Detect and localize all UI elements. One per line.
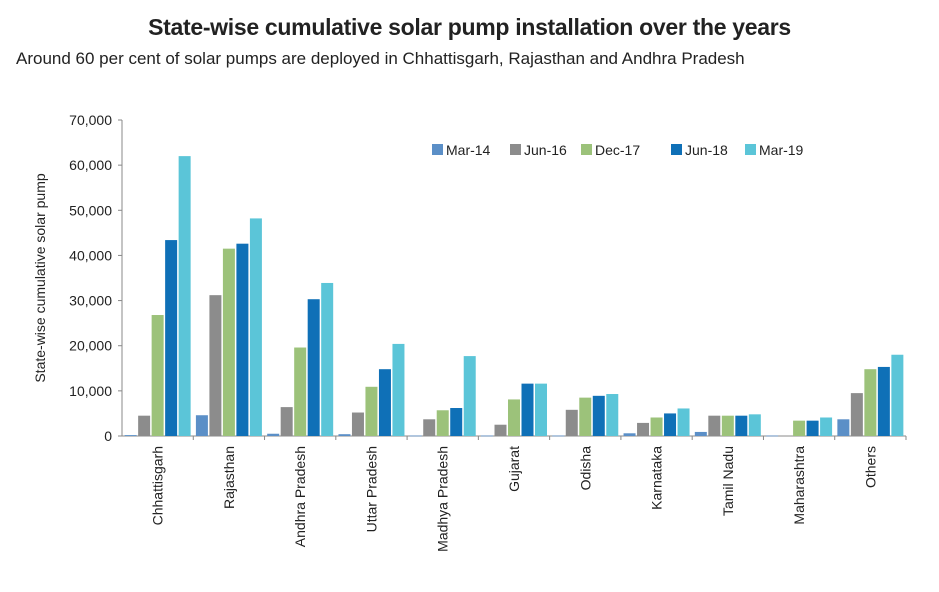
bar-jun-16-uttar-pradesh (351, 412, 364, 436)
bar-dec-17-karnataka (650, 417, 663, 436)
bar-jun-18-rajasthan (236, 243, 249, 436)
legend-label: Mar-14 (446, 142, 491, 158)
bar-dec-17-chhattisgarh (151, 315, 164, 436)
bar-jun-18-andhra-pradesh (307, 299, 320, 436)
bar-mar-14-uttar-pradesh (338, 434, 351, 436)
bar-mar-14-karnataka (623, 433, 636, 436)
bar-jun-18-maharashtra (806, 420, 819, 436)
bar-jun-16-karnataka (637, 422, 650, 436)
y-tick-label: 10,000 (69, 383, 112, 399)
bar-jun-18-odisha (592, 395, 605, 436)
y-tick-label: 40,000 (69, 247, 112, 263)
category-label: Chhattisgarh (150, 446, 166, 525)
category-label: Others (862, 446, 878, 488)
bar-dec-17-others (864, 369, 877, 436)
bar-jun-18-madhya-pradesh (450, 408, 463, 436)
bar-mar-19-uttar-pradesh (392, 343, 405, 436)
bar-jun-16-others (850, 393, 863, 436)
legend-swatch (745, 144, 756, 155)
legend-swatch (581, 144, 592, 155)
legend-label: Mar-19 (759, 142, 804, 158)
bar-dec-17-andhra-pradesh (294, 347, 307, 436)
y-axis-label: State-wise cumulative solar pump (32, 173, 48, 383)
bar-dec-17-odisha (579, 397, 592, 436)
bar-mar-19-odisha (606, 394, 619, 436)
chart-title: State-wise cumulative solar pump install… (148, 14, 791, 40)
bar-dec-17-uttar-pradesh (365, 386, 378, 436)
bar-mar-19-others (891, 354, 904, 436)
category-label: Gujarat (506, 446, 522, 492)
bar-dec-17-tamil-nadu (721, 415, 734, 436)
bar-jun-16-odisha (565, 409, 578, 436)
category-label: Tamil Nadu (720, 446, 736, 516)
bar-mar-19-madhya-pradesh (463, 356, 476, 436)
category-label: Karnataka (649, 446, 665, 510)
bar-mar-19-karnataka (677, 408, 690, 436)
bar-jun-18-uttar-pradesh (378, 369, 391, 436)
bar-jun-16-rajasthan (209, 295, 222, 436)
bar-mar-14-gujarat (481, 435, 493, 437)
category-label: Madhya Pradesh (435, 446, 451, 552)
bar-mar-19-rajasthan (249, 218, 262, 436)
bar-mar-14-madhya-pradesh (409, 435, 422, 437)
y-tick-label: 50,000 (69, 202, 112, 218)
bar-jun-18-karnataka (664, 413, 677, 436)
y-tick-label: 60,000 (69, 157, 112, 173)
bar-jun-16-maharashtra (779, 435, 792, 437)
bar-mar-14-tamil-nadu (694, 431, 707, 436)
category-label: Maharashtra (791, 446, 807, 525)
y-tick-label: 0 (104, 428, 112, 444)
bar-jun-18-gujarat (521, 383, 534, 436)
bar-mar-14-others (837, 419, 850, 436)
bar-jun-16-tamil-nadu (708, 415, 721, 436)
bar-jun-16-madhya-pradesh (423, 419, 436, 436)
bar-jun-18-others (877, 366, 890, 436)
bar-jun-18-chhattisgarh (165, 240, 178, 436)
bar-mar-14-maharashtra (766, 435, 779, 437)
bar-mar-14-rajasthan (195, 415, 208, 436)
legend-label: Jun-16 (524, 142, 567, 158)
chart-subtitle: Around 60 per cent of solar pumps are de… (16, 49, 745, 68)
legend-swatch (432, 144, 443, 155)
bar-mar-19-maharashtra (820, 417, 833, 436)
y-tick-label: 20,000 (69, 338, 112, 354)
legend-label: Jun-18 (685, 142, 728, 158)
category-label: Uttar Pradesh (363, 446, 379, 532)
bar-mar-19-gujarat (535, 383, 547, 436)
bar-mar-19-chhattisgarh (178, 156, 191, 436)
bar-jun-16-chhattisgarh (138, 415, 151, 436)
bar-jun-16-andhra-pradesh (280, 407, 293, 436)
bar-mar-19-andhra-pradesh (321, 282, 334, 436)
category-label: Rajasthan (221, 446, 237, 509)
bar-dec-17-rajasthan (222, 248, 235, 436)
y-tick-label: 70,000 (69, 112, 112, 128)
y-tick-label: 30,000 (69, 293, 112, 309)
legend-label: Dec-17 (595, 142, 640, 158)
bar-mar-14-odisha (552, 435, 565, 437)
bar-jun-16-gujarat (494, 424, 507, 436)
legend-swatch (671, 144, 682, 155)
category-label: Odisha (577, 446, 593, 491)
bar-mar-14-andhra-pradesh (267, 433, 280, 436)
bar-dec-17-maharashtra (793, 420, 806, 436)
bar-dec-17-madhya-pradesh (436, 410, 449, 436)
bar-dec-17-gujarat (508, 399, 520, 436)
category-label: Andhra Pradesh (292, 446, 308, 547)
bar-jun-18-tamil-nadu (735, 415, 748, 436)
bar-mar-19-tamil-nadu (748, 414, 761, 436)
legend-swatch (510, 144, 521, 155)
bar-mar-14-chhattisgarh (124, 435, 137, 436)
